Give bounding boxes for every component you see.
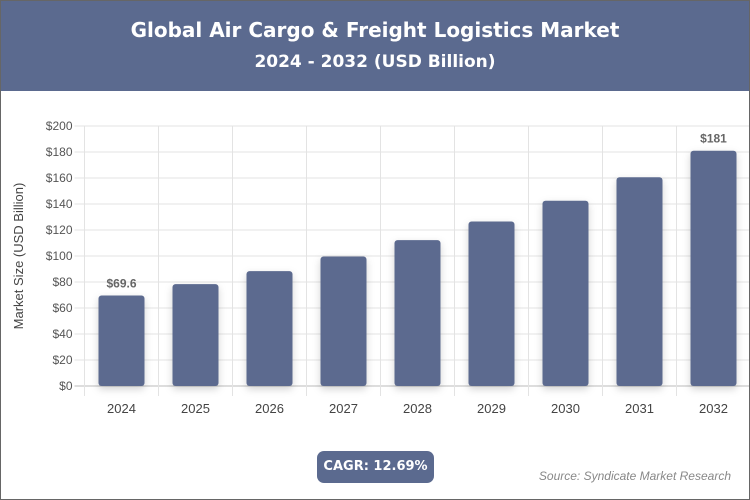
- chart-header: Global Air Cargo & Freight Logistics Mar…: [1, 1, 749, 91]
- bar-2028: [394, 240, 441, 386]
- x-tick-label: 2027: [329, 401, 358, 416]
- chart-subtitle: 2024 - 2032 (USD Billion): [254, 52, 496, 72]
- bar-2030: [542, 200, 589, 386]
- y-tick-label: $140: [46, 197, 73, 211]
- y-tick-label: $120: [46, 223, 73, 237]
- y-tick-label: $180: [46, 145, 73, 159]
- y-tick-label: $60: [52, 301, 72, 315]
- data-label-2032: $181: [700, 132, 727, 146]
- bar-2031: [616, 177, 663, 386]
- x-tick-label: 2031: [625, 401, 654, 416]
- bar-2026: [246, 271, 293, 386]
- y-tick-label: $160: [46, 171, 73, 185]
- x-tick-label: 2030: [551, 401, 580, 416]
- data-label-2024: $69.6: [106, 277, 136, 291]
- y-tick-label: $0: [59, 379, 73, 393]
- y-tick-label: $80: [52, 275, 72, 289]
- source-note: Source: Syndicate Market Research: [538, 469, 731, 483]
- bar-2027: [320, 256, 367, 386]
- y-tick-label: $100: [46, 249, 73, 263]
- y-tick-label: $40: [52, 327, 72, 341]
- y-axis-label: Market Size (USD Billion): [11, 183, 26, 330]
- bar-2032: [690, 150, 737, 386]
- x-tick-label: 2026: [255, 401, 284, 416]
- x-tick-label: 2032: [699, 401, 728, 416]
- x-tick-label: 2024: [107, 401, 136, 416]
- bar-2029: [468, 221, 515, 386]
- bar-2024: [98, 295, 145, 386]
- bar-2025: [172, 284, 219, 386]
- x-tick-label: 2025: [181, 401, 210, 416]
- cagr-badge: CAGR: 12.69%: [317, 451, 434, 483]
- bar-chart: $0 $20 $40 $60 $80 $100 $120 $140 $160 $180 $200 20…: [11, 119, 749, 416]
- x-tick-label: 2029: [477, 401, 506, 416]
- y-tick-label: $20: [52, 353, 72, 367]
- x-tick-label: 2028: [403, 401, 432, 416]
- chart-title: Global Air Cargo & Freight Logistics Mar…: [130, 18, 620, 42]
- y-tick-label: $200: [46, 119, 73, 133]
